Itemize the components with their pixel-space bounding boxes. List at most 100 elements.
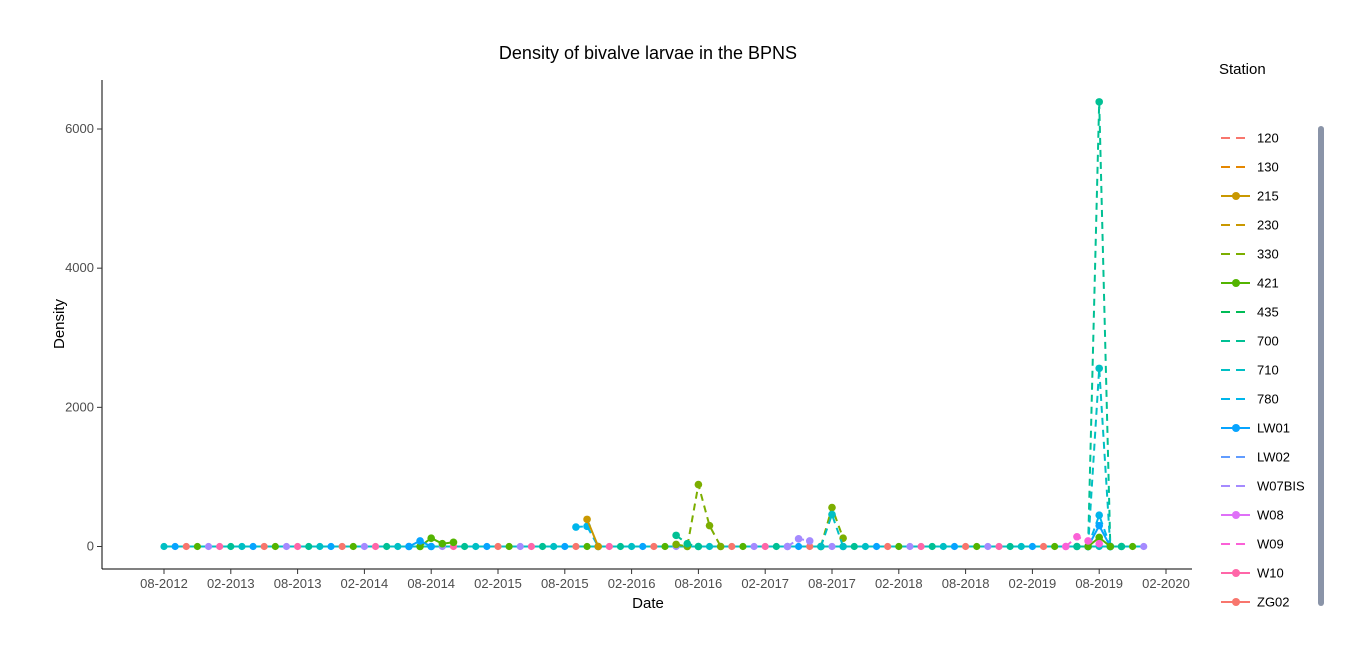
legend-label: 421: [1257, 276, 1279, 291]
x-tick-label: 02-2020: [1142, 576, 1190, 591]
legend-label: 120: [1257, 131, 1279, 146]
legend-swatch-marker: [1232, 569, 1240, 577]
legend-swatch-marker: [1232, 511, 1240, 519]
baseline-point: [906, 542, 914, 551]
baseline-point: [806, 542, 814, 551]
baseline-point: [550, 542, 558, 551]
y-tick-label: 2000: [65, 399, 94, 414]
data-point: [405, 542, 413, 551]
baseline-point: [349, 542, 357, 551]
data-point: [1095, 98, 1103, 106]
legend-item: 230: [1221, 218, 1279, 233]
data-point: [1106, 542, 1115, 551]
x-tick-label: 02-2019: [1009, 576, 1057, 591]
x-tick-label: 08-2018: [942, 576, 990, 591]
baseline-point: [394, 542, 402, 551]
legend-label: W10: [1257, 566, 1284, 581]
baseline-point: [249, 542, 257, 551]
baseline-point: [950, 542, 959, 551]
legend-label: 130: [1257, 160, 1279, 175]
data-point: [416, 537, 424, 545]
baseline-point: [628, 542, 636, 551]
baseline-point: [305, 542, 313, 551]
data-point: [716, 542, 725, 551]
legend-item: 700: [1221, 334, 1279, 349]
baseline-point: [739, 542, 747, 551]
legend-label: 435: [1257, 305, 1279, 320]
data-point: [1095, 364, 1103, 373]
data-point: [1084, 542, 1092, 551]
data-point: [672, 540, 680, 549]
x-tick-label: 08-2016: [675, 576, 723, 591]
x-tick-label: 08-2017: [808, 576, 856, 591]
series-line: [1076, 101, 1122, 548]
data-point: [1062, 542, 1070, 551]
data-point: [427, 534, 436, 542]
data-point: [1117, 542, 1126, 551]
y-tick-label: 0: [87, 539, 94, 554]
baseline-point: [984, 542, 992, 551]
data-point: [828, 510, 836, 519]
x-tick-label: 02-2015: [474, 576, 522, 591]
data-point: [594, 542, 602, 551]
legend-item: 435: [1221, 305, 1279, 320]
legend-label: 710: [1257, 363, 1279, 378]
legend-item: 710: [1221, 363, 1279, 378]
legend-item: 120: [1221, 131, 1279, 146]
baseline-point: [795, 542, 803, 551]
baseline-point: [294, 542, 302, 551]
baseline-point: [238, 542, 246, 551]
data-point: [805, 537, 814, 545]
data-point: [783, 542, 792, 551]
x-tick-label: 08-2015: [541, 576, 589, 591]
x-tick-label: 02-2013: [207, 576, 255, 591]
legend-item: 215: [1221, 189, 1279, 204]
data-point: [672, 531, 680, 540]
baseline-point: [327, 542, 335, 551]
data-point: [1095, 533, 1103, 542]
baseline-point: [1140, 542, 1148, 551]
baseline-point: [884, 542, 892, 551]
legend-label: ZG02: [1257, 595, 1290, 610]
data-point: [572, 523, 580, 531]
baseline-point: [850, 542, 858, 551]
x-tick-label: 08-2014: [407, 576, 455, 591]
legend-item: 780: [1221, 392, 1279, 407]
legend-label: 330: [1257, 247, 1279, 262]
legend-label: W09: [1257, 537, 1284, 552]
baseline-point: [1006, 542, 1014, 551]
legend-item: 330: [1221, 247, 1279, 262]
legend-label: 230: [1257, 218, 1279, 233]
baseline-point: [271, 542, 279, 551]
data-point: [416, 542, 424, 551]
baseline-point: [371, 542, 380, 551]
baseline-point: [1017, 542, 1025, 551]
baseline-point: [1129, 542, 1137, 551]
y-tick-label: 4000: [65, 260, 94, 275]
baseline-point: [761, 542, 769, 551]
baseline-point: [561, 542, 569, 551]
legend-label: LW02: [1257, 450, 1290, 465]
baseline-point: [995, 542, 1003, 551]
baseline-point: [928, 542, 936, 551]
plot-area: [160, 98, 1148, 551]
baseline-point: [895, 542, 903, 551]
legend-item: 130: [1221, 160, 1279, 175]
baseline-point: [939, 542, 947, 551]
baseline-point: [772, 542, 780, 551]
x-tick-label: 02-2018: [875, 576, 923, 591]
legend-swatch-marker: [1232, 279, 1240, 287]
legend-item: W10: [1221, 566, 1284, 581]
legend-label: LW01: [1257, 421, 1290, 436]
baseline-point: [538, 542, 547, 551]
baseline-point: [861, 542, 870, 551]
baseline-point: [505, 542, 513, 551]
x-tick-label: 02-2017: [741, 576, 789, 591]
legend-scrollbar[interactable]: [1318, 126, 1324, 606]
x-axis-title: Date: [632, 595, 664, 612]
legend-item: LW01: [1221, 421, 1290, 436]
baseline-point: [516, 542, 524, 551]
baseline-point: [182, 542, 190, 551]
